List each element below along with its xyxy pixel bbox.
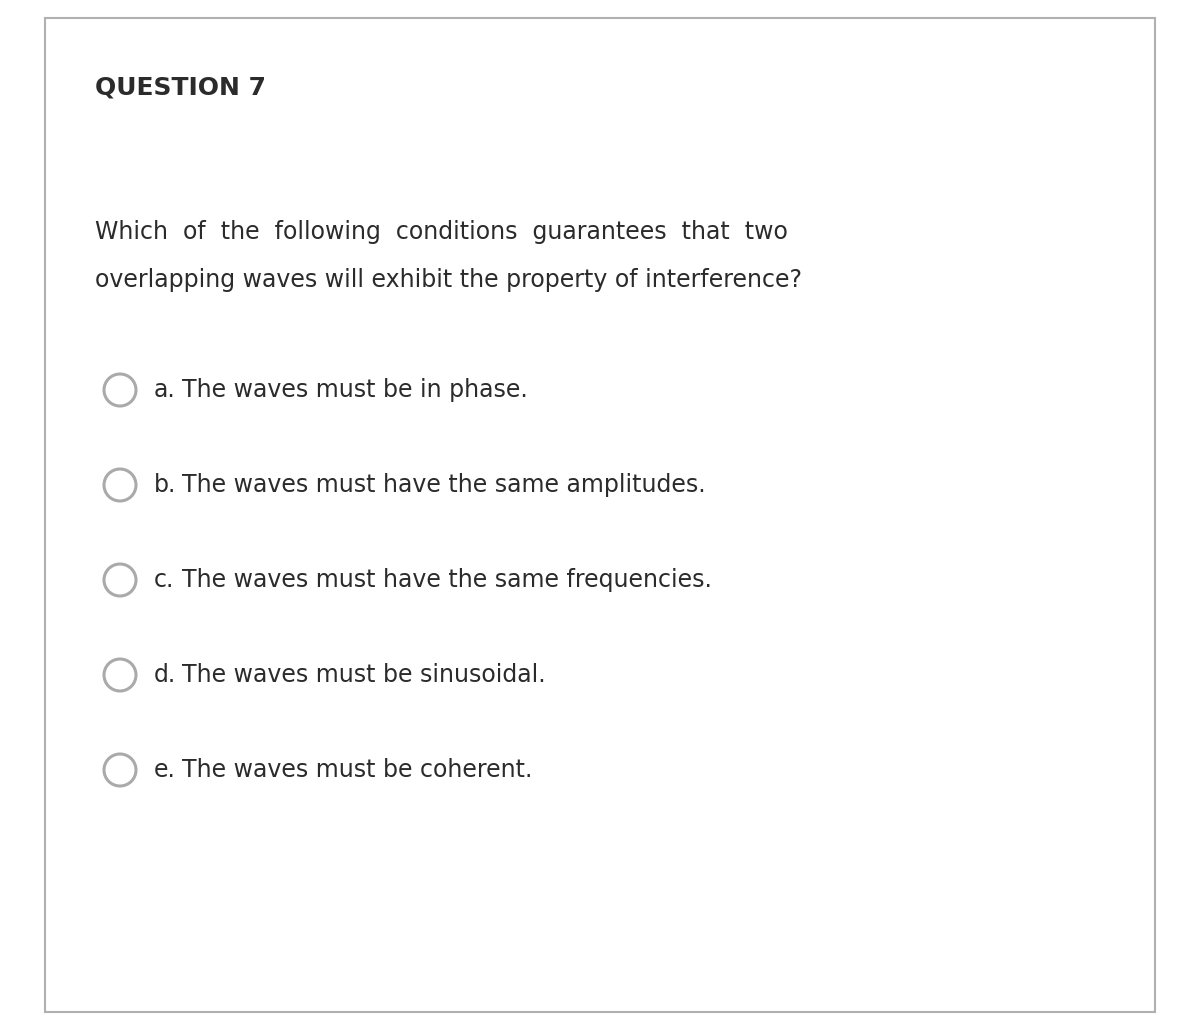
Text: The waves must be coherent.: The waves must be coherent. (182, 758, 533, 782)
Text: e.: e. (154, 758, 176, 782)
Circle shape (104, 374, 136, 406)
Circle shape (104, 564, 136, 596)
Circle shape (104, 754, 136, 786)
Text: The waves must have the same amplitudes.: The waves must have the same amplitudes. (182, 473, 706, 497)
Circle shape (104, 659, 136, 691)
Text: overlapping waves will exhibit the property of interference?: overlapping waves will exhibit the prope… (95, 268, 802, 291)
Text: d.: d. (154, 663, 176, 687)
Circle shape (104, 469, 136, 501)
Text: The waves must be sinusoidal.: The waves must be sinusoidal. (182, 663, 546, 687)
Text: c.: c. (154, 568, 174, 592)
Text: b.: b. (154, 473, 176, 497)
Text: Which  of  the  following  conditions  guarantees  that  two: Which of the following conditions guaran… (95, 220, 788, 244)
Text: a.: a. (154, 378, 175, 402)
Text: QUESTION 7: QUESTION 7 (95, 75, 266, 99)
Text: The waves must be in phase.: The waves must be in phase. (182, 378, 528, 402)
Text: The waves must have the same frequencies.: The waves must have the same frequencies… (182, 568, 712, 592)
